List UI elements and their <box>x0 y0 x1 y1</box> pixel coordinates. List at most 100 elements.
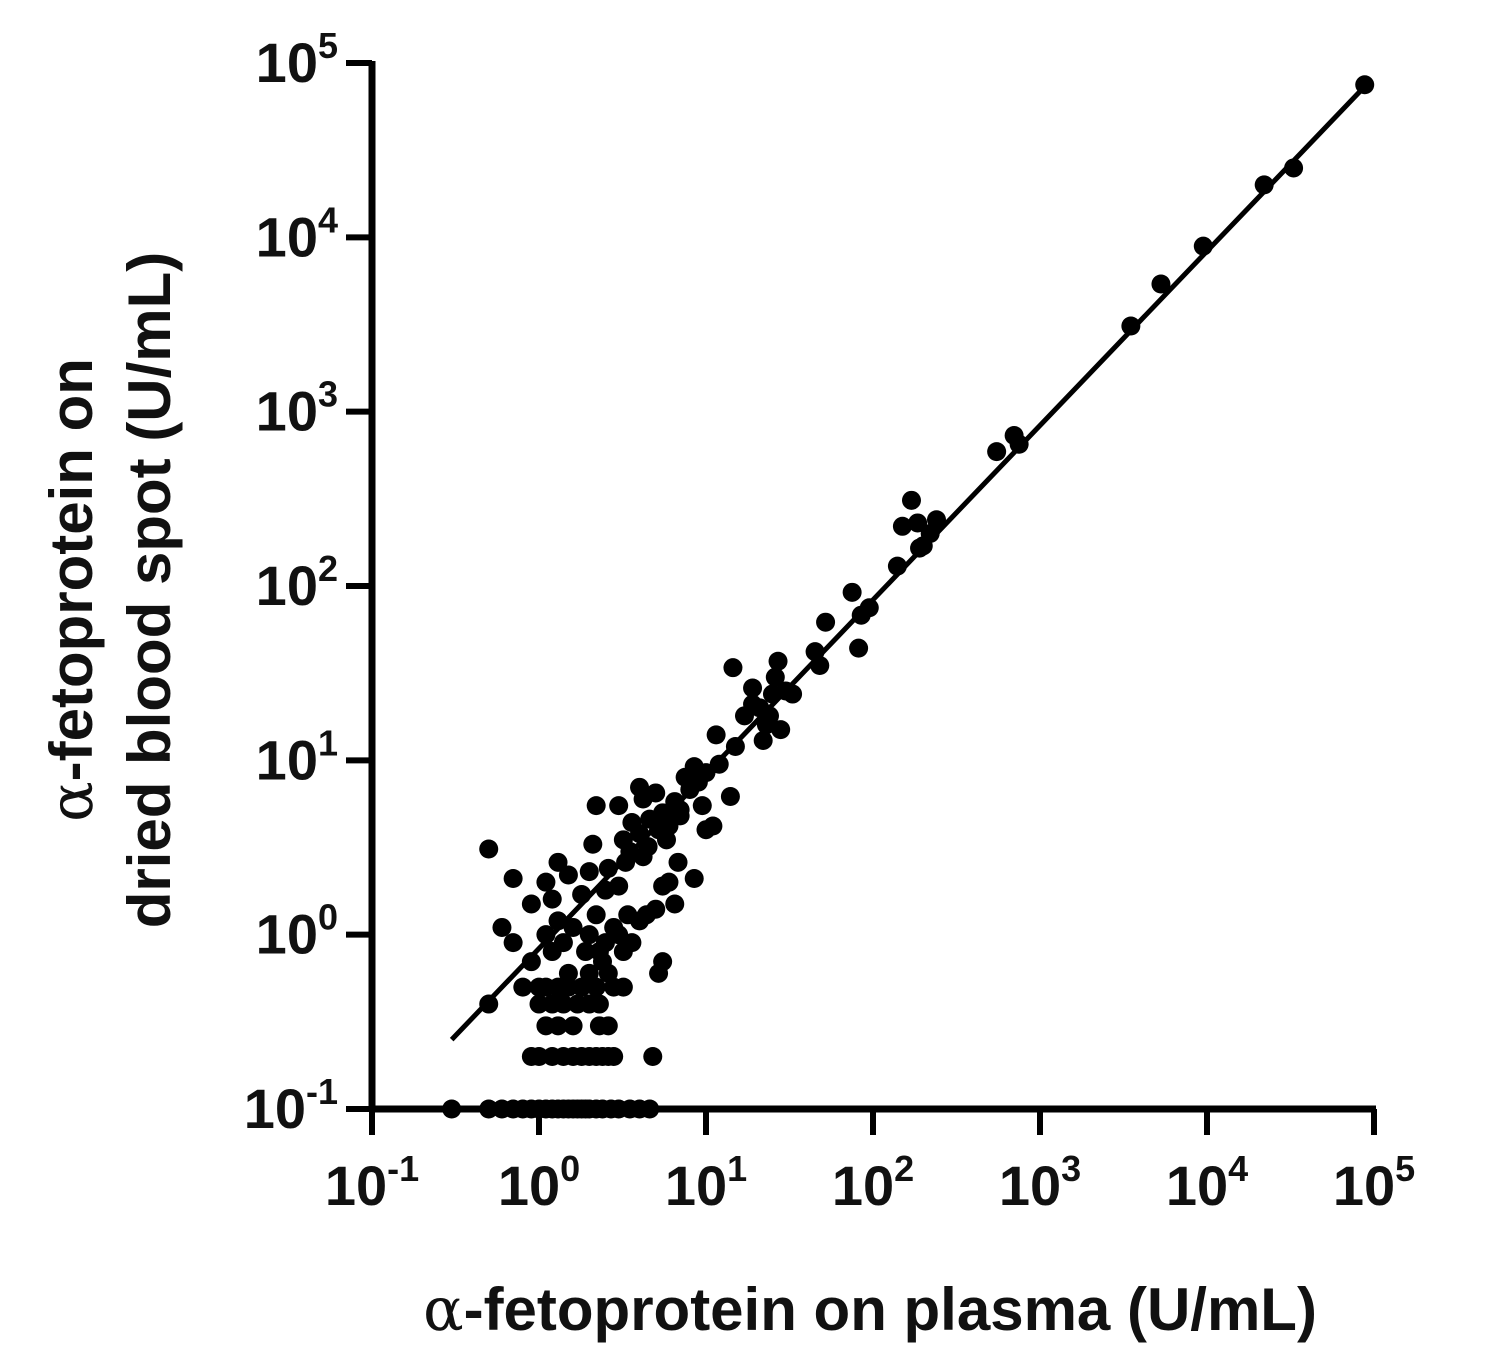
data-point <box>646 899 666 919</box>
data-point <box>696 820 716 840</box>
y-tick-label: 103 <box>256 374 338 443</box>
data-point <box>529 994 549 1014</box>
x-axis-title-symbol: α <box>423 1275 464 1345</box>
x-tick-label: 10-1 <box>325 1148 419 1217</box>
x-tick-base: 10 <box>999 1154 1061 1217</box>
y-tick-label: 10-1 <box>244 1071 338 1140</box>
data-point <box>503 868 523 888</box>
data-point <box>743 694 763 714</box>
data-point <box>548 1016 568 1036</box>
y-tick-exponent: 0 <box>318 897 338 938</box>
data-point <box>586 796 606 816</box>
data-point <box>503 933 523 953</box>
data-point <box>1193 236 1213 256</box>
data-point <box>563 1016 583 1036</box>
data-point <box>553 994 573 1014</box>
data-point <box>563 917 583 937</box>
data-point <box>609 796 629 816</box>
y-tick-label: 102 <box>256 548 338 617</box>
x-tick-label: 100 <box>498 1148 580 1217</box>
y-tick-base: 10 <box>256 205 318 268</box>
regression-line <box>449 83 1369 1042</box>
data-point <box>653 952 673 972</box>
x-tick-label: 101 <box>665 1148 747 1217</box>
data-point <box>810 655 830 675</box>
x-axis-title-text: -fetoprotein on plasma (U/mL) <box>464 1276 1317 1343</box>
data-point <box>901 490 921 510</box>
y-tick-exponent: 2 <box>318 548 338 589</box>
data-point <box>589 994 609 1014</box>
x-tick-base: 10 <box>1333 1154 1395 1217</box>
data-point <box>684 757 704 777</box>
data-point <box>586 905 606 925</box>
data-point <box>720 787 740 807</box>
x-tick-base: 10 <box>1166 1154 1228 1217</box>
data-point <box>536 925 556 945</box>
data-point <box>892 516 912 536</box>
x-tick-label: 105 <box>1333 1148 1415 1217</box>
data-point <box>548 911 568 931</box>
data-point <box>753 730 773 750</box>
data-point <box>849 638 869 658</box>
data-point <box>665 894 685 914</box>
data-point <box>926 510 946 530</box>
data-point <box>859 598 879 618</box>
fit-line-layer <box>449 83 1369 1042</box>
data-point <box>706 725 726 745</box>
x-tick-exponent: 4 <box>1228 1148 1248 1189</box>
data-point <box>668 852 688 872</box>
data-point <box>646 783 666 803</box>
y-tick-base: 10 <box>256 728 318 791</box>
data-point <box>665 792 685 812</box>
data-points-layer <box>442 75 1375 1119</box>
y-axis-title-symbol: α <box>37 781 107 822</box>
data-point <box>583 834 603 854</box>
x-tick-exponent: 1 <box>727 1148 747 1189</box>
data-point <box>613 830 633 850</box>
y-tick-base: 10 <box>256 903 318 966</box>
x-tick-exponent: -1 <box>387 1148 419 1189</box>
x-axis-title: α-fetoprotein on plasma (U/mL) <box>423 1275 1317 1345</box>
data-point <box>513 977 533 997</box>
x-tick-exponent: 3 <box>1061 1148 1081 1189</box>
data-point <box>492 917 512 937</box>
data-point <box>653 803 673 823</box>
x-tick-label: 103 <box>999 1148 1081 1217</box>
y-tick-base: 10 <box>256 31 318 94</box>
data-point <box>765 667 785 687</box>
y-tick-base: 10 <box>256 554 318 617</box>
data-point <box>618 905 638 925</box>
y-tick-base: 10 <box>256 380 318 443</box>
data-point <box>1355 75 1375 95</box>
y-tick-label: 105 <box>256 25 338 94</box>
data-point <box>643 1047 663 1067</box>
data-point <box>987 442 1007 462</box>
data-point <box>521 952 541 972</box>
data-point <box>622 812 642 832</box>
x-tick-exponent: 5 <box>1395 1148 1415 1189</box>
data-point <box>598 858 618 878</box>
y-tick-exponent: 5 <box>318 25 338 66</box>
data-point <box>529 1047 549 1067</box>
y-tick-exponent: 1 <box>318 722 338 763</box>
axes-layer <box>346 60 1377 1135</box>
data-point <box>609 876 629 896</box>
data-point <box>887 556 907 576</box>
data-point <box>670 806 690 826</box>
data-point <box>479 994 499 1014</box>
data-point <box>548 852 568 872</box>
x-tick-base: 10 <box>832 1154 894 1217</box>
data-point <box>576 942 596 962</box>
data-point <box>613 977 633 997</box>
data-point <box>598 1016 618 1036</box>
data-point <box>479 839 499 859</box>
data-point <box>656 830 676 850</box>
data-point <box>579 862 599 882</box>
y-tick-label: 104 <box>256 199 338 268</box>
data-point <box>604 917 624 937</box>
data-point <box>558 977 578 997</box>
data-point <box>630 777 650 797</box>
data-point <box>572 977 592 997</box>
x-tick-base: 10 <box>665 1154 727 1217</box>
